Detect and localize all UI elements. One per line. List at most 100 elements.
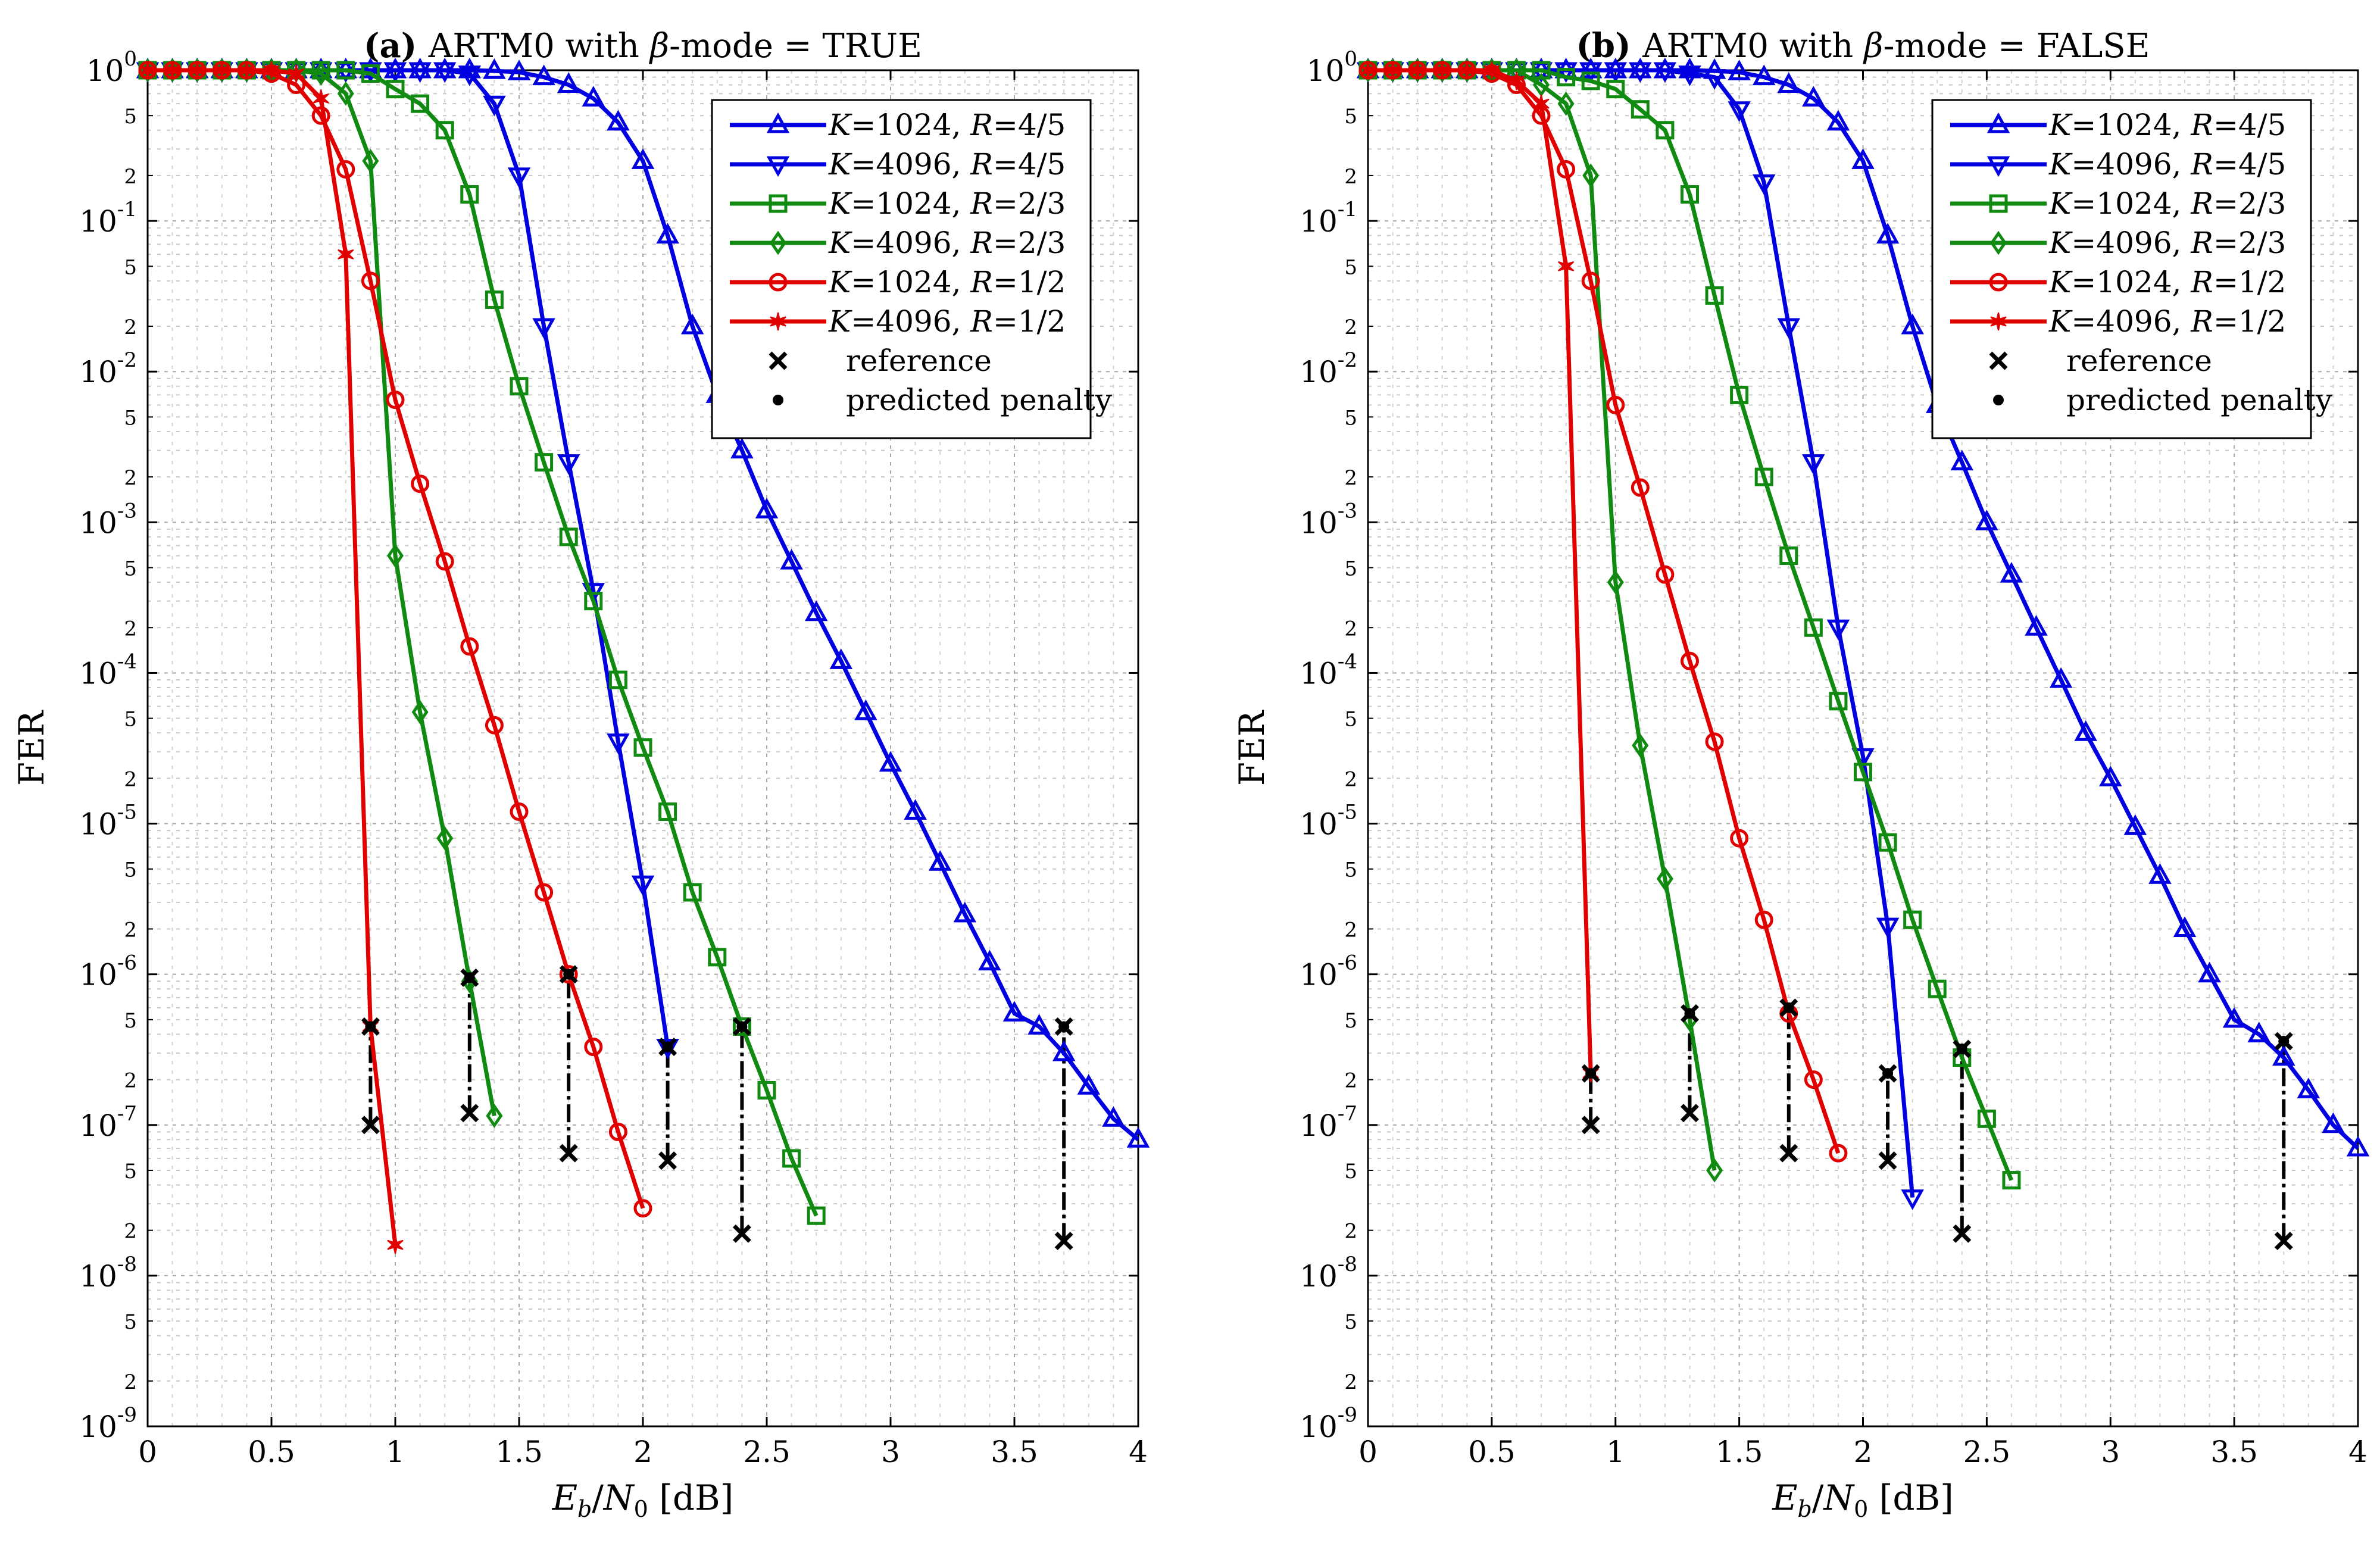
- panel-b-data-point: [1928, 979, 1947, 998]
- panel-b-x-axis-label: Eb/N0 [dB]: [1772, 1478, 1954, 1522]
- panel-b-data-point: [2272, 1045, 2295, 1066]
- panel-a-data-point: [460, 185, 479, 204]
- panel-a-data-point: [757, 1080, 776, 1100]
- panel-a-legend-reference-icon: [769, 351, 788, 370]
- panel-b-y-tick-label: 10-9: [1300, 1403, 1357, 1444]
- panel-b-data-point: [1878, 833, 1897, 852]
- panel-b-data-point: [2049, 667, 2073, 688]
- panel-a-data-point: [557, 454, 580, 475]
- panel-a-data-point: [780, 548, 803, 570]
- panel-a-data-point: [362, 148, 379, 173]
- panel-a-data-point: [1102, 1106, 1125, 1127]
- panel-b-y-ticks: 100 10-1 10-2 10-3 10-4 10-5 10-6 10-7 10-8 10-9 5…: [1300, 47, 2358, 1444]
- panel-b-legend-label: K=4096, R=2/3: [2048, 226, 2286, 260]
- panel-b-data-point: [1730, 385, 1749, 404]
- panel-a-y-axis-label: FER: [11, 710, 52, 786]
- panel-b-legend-label: K=1024, R=4/5: [2048, 108, 2286, 142]
- panel-a-data-point: [139, 61, 156, 80]
- panel-b-data-point: [1854, 763, 1872, 782]
- panel-a-series-4096-1-2: [139, 61, 404, 1254]
- panel-b-data-point: [1950, 449, 1974, 471]
- panel-a-data-point: [313, 89, 329, 108]
- panel-a-data-point: [631, 148, 655, 169]
- panel-b-data-point: [2000, 561, 2023, 583]
- panel-b-data-point: [1703, 69, 1726, 90]
- panel-b-data-point: [1532, 73, 1550, 97]
- panel-b-y-tick-label: 10-5: [1300, 801, 1357, 842]
- panel-b-data-point: [1656, 121, 1675, 140]
- panel-b-reference-point: [1953, 1224, 1972, 1243]
- panel-a-legend-marker: [770, 312, 786, 331]
- panel-a-data-point: [164, 61, 181, 80]
- panel-b-data-point: [1705, 286, 1724, 305]
- panel-b-y-minor-label: 5: [1344, 1160, 1357, 1183]
- panel-a-y-tick-label: 10-8: [79, 1253, 137, 1294]
- panel-b-y-tick-label: 10-1: [1300, 198, 1357, 239]
- panel-b-data-point: [1754, 910, 1773, 929]
- panel-b-legend-label: K=1024, R=1/2: [2048, 265, 2286, 299]
- panel-b-y-tick-label: 100: [1307, 47, 1357, 88]
- panel-b-x-tick-label: 1: [1606, 1435, 1625, 1469]
- panel-a-y-tick-label: 10-5: [79, 801, 137, 842]
- panel-a-reference-point: [1054, 1232, 1073, 1251]
- panel-b-data-point: [2198, 961, 2221, 983]
- panel-a-legend-marker: [769, 273, 788, 292]
- panel-b-data-point: [1728, 101, 1751, 122]
- panel-a-y-tick-label: 10-6: [79, 951, 137, 992]
- panel-a-data-point: [214, 61, 230, 80]
- panel-a-data-point: [433, 62, 457, 83]
- panel-b-reference-markers: [1581, 1104, 2293, 1251]
- panel-a-data-point: [732, 1017, 751, 1036]
- panel-b-data-point: [1826, 619, 1850, 641]
- panel-a-data-point: [633, 1199, 652, 1218]
- panel-b-y-minor-label: 2: [1344, 1370, 1357, 1394]
- panel-a-y-minor-label: 5: [124, 1310, 137, 1334]
- panel-b-data-point: [1752, 174, 1776, 195]
- panel-a-data-point: [928, 850, 952, 871]
- panel-b-data-point: [1752, 64, 1776, 86]
- panel-b-data-point: [1557, 91, 1575, 116]
- panel-b-legend-reference-icon: [1989, 351, 2008, 370]
- panel-a-data-point: [486, 1103, 503, 1128]
- panel-b-data-point: [1557, 160, 1576, 179]
- panel-a-data-point: [658, 802, 677, 822]
- panel-b-reference-point: [1581, 1116, 1600, 1135]
- panel-a-x-tick-label: 3.5: [991, 1435, 1038, 1469]
- panel-a-x-tick-label: 4: [1129, 1435, 1148, 1469]
- panel-a-y-minor-label: 2: [124, 466, 137, 490]
- panel-a-y-ticks: 100 10-1 10-2 10-3 10-4 10-5 10-6 10-7 10-8 10-9 5…: [79, 47, 1138, 1444]
- panel-a-data-point: [510, 802, 529, 822]
- panel-b-legend-label: K=4096, R=1/2: [2048, 304, 2286, 339]
- panel-a-data-point: [411, 699, 429, 724]
- panel-a-data-point: [408, 62, 432, 83]
- panel-a-data-point: [435, 121, 454, 140]
- panel-b-x-ticks: 0 0.5 1 1.5 2 2.5 3 3.5 4: [1358, 70, 2367, 1469]
- panel-b-legend-marker: [1989, 230, 2007, 255]
- panel-a-predicted-penalty-point: [563, 969, 574, 980]
- panel-a-x-tick-label: 2.5: [743, 1435, 791, 1469]
- panel-a-x-axis-label: Eb/N0 [dB]: [552, 1478, 734, 1522]
- panel-a-data-point: [387, 1235, 404, 1254]
- panel-a-data-point: [953, 901, 977, 923]
- panel-a-y-minor-label: 5: [124, 1160, 137, 1183]
- panel-b-x-tick-label: 3: [2101, 1435, 2120, 1469]
- panel-a-y-tick-label: 10-3: [79, 499, 137, 540]
- panel-a-reference-point: [460, 1104, 479, 1123]
- panel-a-data-point: [1126, 1127, 1150, 1148]
- panel-b-data-point: [1653, 62, 1677, 83]
- panel-a-data-point: [804, 600, 828, 621]
- panel-a-data-point: [607, 110, 630, 131]
- panel-a-data-point: [460, 637, 479, 656]
- panel-a-data-point: [386, 544, 404, 568]
- panel-b-legend-label: K=1024, R=2/3: [2048, 186, 2286, 221]
- panel-b-data-point: [1777, 72, 1801, 93]
- panel-b-data-point: [1557, 257, 1575, 276]
- panel-b-x-tick-label: 3.5: [2210, 1435, 2258, 1469]
- panel-a-predicted-markers: [361, 965, 1073, 1057]
- panel-b-data-point: [1754, 467, 1773, 486]
- panel-b-data-point: [1829, 1144, 1848, 1163]
- panel-a-data-point: [458, 65, 482, 86]
- panel-a-data-point: [1052, 1040, 1076, 1061]
- panel-a-y-minor-label: 5: [124, 708, 137, 732]
- panel-a-data-point: [633, 738, 652, 757]
